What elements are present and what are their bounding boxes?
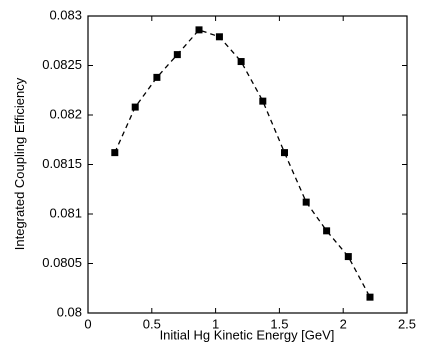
- x-axis-label: Initial Hg Kinetic Energy [GeV]: [160, 328, 335, 343]
- y-tick-label: 0.0815: [42, 156, 82, 171]
- series-markers: [111, 26, 374, 301]
- axis-ticks: [87, 15, 408, 314]
- data-point-marker: [302, 198, 310, 206]
- y-tick-label: 0.083: [49, 7, 82, 22]
- y-tick-label: 0.082: [49, 106, 82, 121]
- data-point-marker: [366, 293, 374, 301]
- x-tick-label: 2: [340, 317, 347, 332]
- x-tick-label: 2.5: [398, 317, 416, 332]
- data-point-marker: [111, 149, 119, 157]
- series-dashed-line: [114, 29, 371, 298]
- y-tick-label: 0.081: [49, 205, 82, 220]
- y-tick-label: 0.0825: [42, 57, 82, 72]
- data-point-marker: [344, 253, 352, 261]
- x-tick-label: 1.5: [270, 317, 288, 332]
- data-point-marker: [153, 73, 161, 81]
- y-tick-label: 0.0805: [42, 255, 82, 270]
- data-point-marker: [259, 97, 267, 105]
- data-point-marker: [281, 149, 289, 157]
- x-tick-label: 1: [212, 317, 219, 332]
- data-point-marker: [323, 227, 331, 235]
- plot-frame: [87, 15, 408, 314]
- data-point-marker: [215, 33, 223, 41]
- axis-tick-labels: 0 0.5 1 1.5 2 2.5 0.08 0.0805 0.081 0.0815 0.082 0.…: [42, 7, 416, 331]
- data-point-marker: [237, 58, 245, 66]
- y-axis-label: Integrated Coupling Efficiency: [12, 77, 27, 250]
- data-point-marker: [131, 103, 139, 111]
- x-tick-label: 0.5: [143, 317, 161, 332]
- data-point-marker: [195, 26, 203, 34]
- y-tick-label: 0.08: [57, 304, 82, 319]
- data-point-marker: [173, 51, 181, 59]
- x-tick-label: 0: [84, 317, 91, 332]
